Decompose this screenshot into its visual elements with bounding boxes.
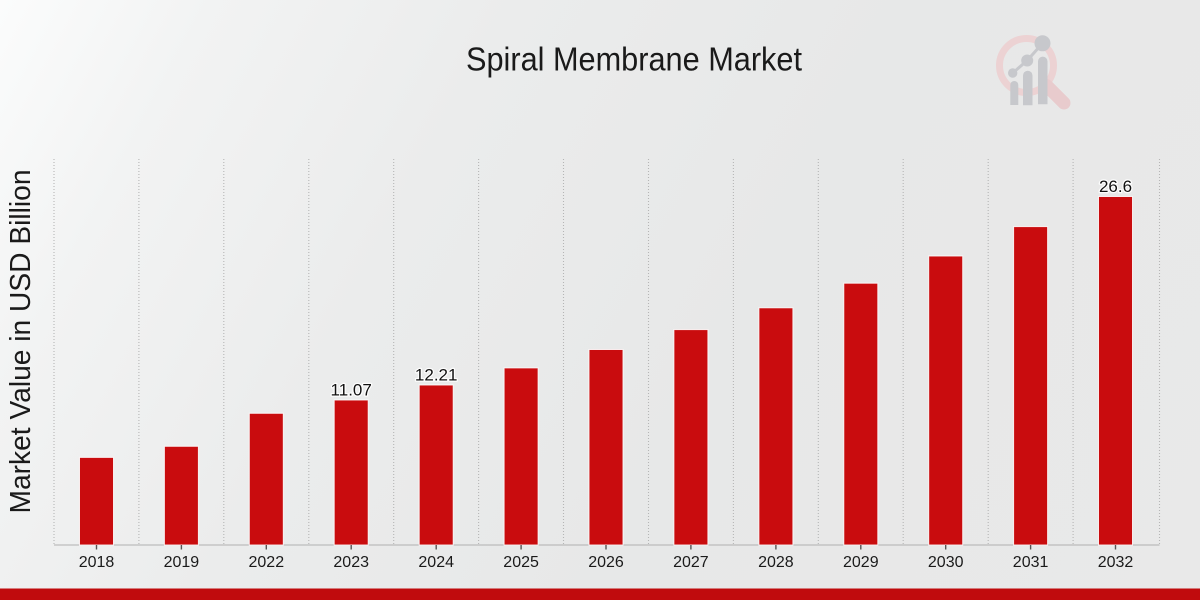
svg-text:2025: 2025	[503, 554, 539, 571]
svg-text:26.6: 26.6	[1099, 177, 1132, 196]
svg-text:Spiral Membrane Market: Spiral Membrane Market	[466, 41, 802, 78]
svg-text:2031: 2031	[1013, 554, 1049, 571]
svg-text:2027: 2027	[673, 554, 709, 571]
svg-text:2032: 2032	[1098, 554, 1134, 571]
svg-text:2026: 2026	[588, 554, 624, 571]
svg-text:Market Value in USD Billion: Market Value in USD Billion	[5, 170, 37, 514]
svg-text:2022: 2022	[249, 554, 285, 571]
svg-text:2018: 2018	[79, 554, 115, 571]
svg-text:2023: 2023	[333, 554, 369, 571]
svg-text:2030: 2030	[928, 554, 964, 571]
svg-text:12.21: 12.21	[415, 366, 458, 385]
svg-text:11.07: 11.07	[331, 381, 372, 400]
svg-text:2019: 2019	[164, 554, 200, 571]
svg-text:2024: 2024	[418, 554, 454, 571]
svg-text:2029: 2029	[843, 554, 879, 571]
svg-text:2028: 2028	[758, 554, 794, 571]
